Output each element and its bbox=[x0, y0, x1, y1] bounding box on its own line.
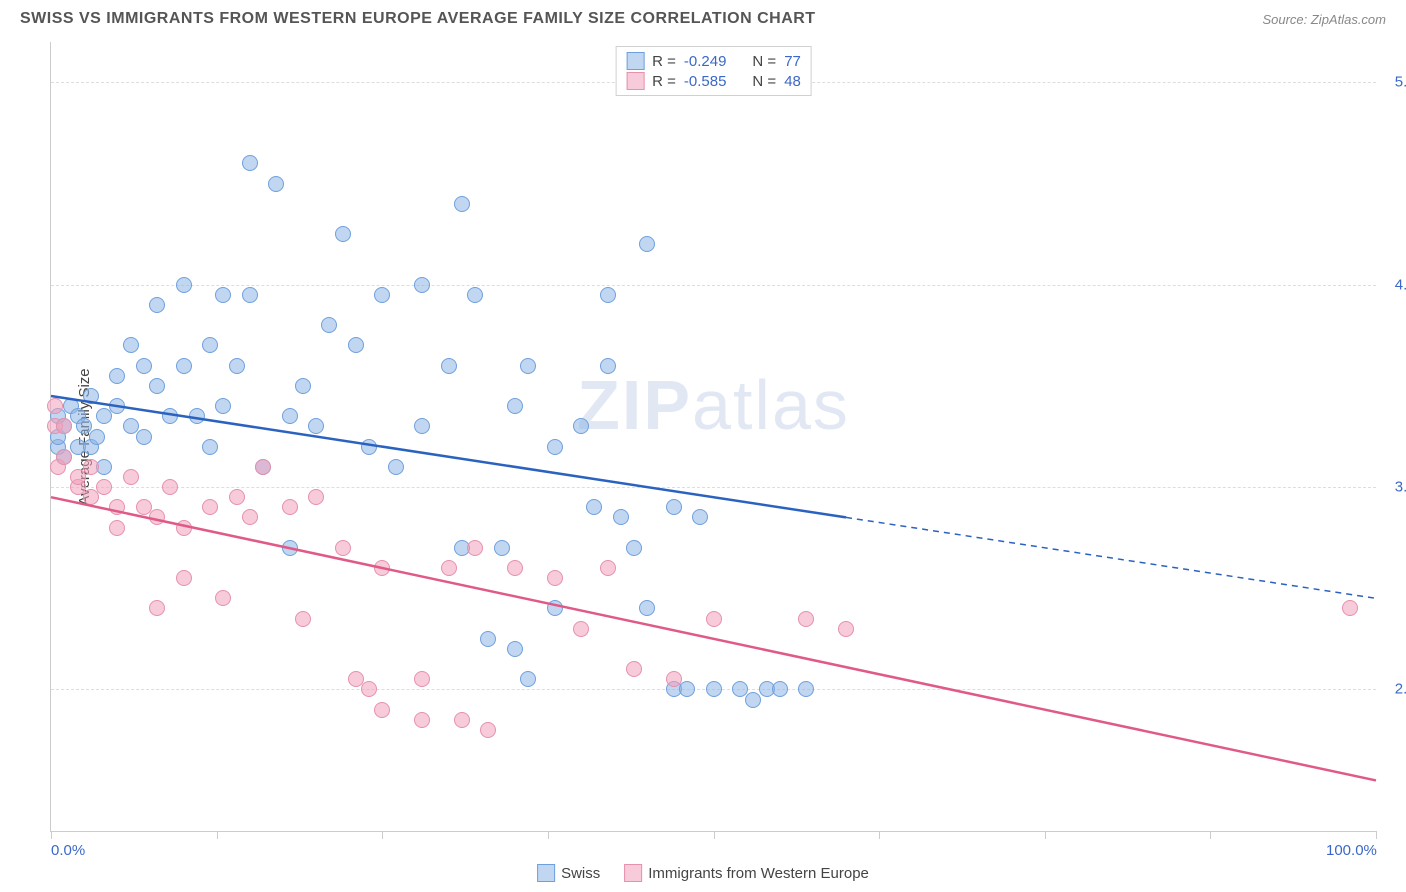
y-tick-label: 2.00 bbox=[1395, 681, 1406, 698]
r-label: R = bbox=[652, 53, 676, 70]
x-tick bbox=[1210, 831, 1211, 839]
x-tick bbox=[51, 831, 52, 839]
legend-swatch bbox=[626, 72, 644, 90]
n-value: 48 bbox=[784, 73, 801, 90]
correlation-legend: R = -0.249 N = 77 R = -0.585 N = 48 bbox=[615, 46, 812, 96]
legend-label: Swiss bbox=[561, 865, 600, 882]
chart-title: SWISS VS IMMIGRANTS FROM WESTERN EUROPE … bbox=[20, 10, 816, 28]
legend-swatch bbox=[624, 864, 642, 882]
y-tick-label: 4.00 bbox=[1395, 276, 1406, 293]
x-tick-label: 100.0% bbox=[1326, 842, 1377, 859]
legend-label: Immigrants from Western Europe bbox=[648, 865, 869, 882]
r-value: -0.585 bbox=[684, 73, 727, 90]
x-tick bbox=[1376, 831, 1377, 839]
scatter-chart: Average Family Size ZIPatlas R =-0.249N … bbox=[50, 42, 1376, 832]
legend-swatch bbox=[537, 864, 555, 882]
r-label: R = bbox=[652, 73, 676, 90]
chart-source: Source: ZipAtlas.com bbox=[1262, 12, 1386, 27]
n-label: N = bbox=[752, 73, 776, 90]
y-tick-label: 3.00 bbox=[1395, 479, 1406, 496]
chart-header: SWISS VS IMMIGRANTS FROM WESTERN EUROPE … bbox=[0, 0, 1406, 32]
x-tick-label: 0.0% bbox=[51, 842, 85, 859]
legend-row: R = -0.249 N = 77 bbox=[626, 51, 801, 71]
x-tick bbox=[1045, 831, 1046, 839]
y-tick-label: 5.00 bbox=[1395, 74, 1406, 91]
series-legend: Swiss Immigrants from Western Europe bbox=[537, 864, 869, 882]
n-label: N = bbox=[752, 53, 776, 70]
n-value: 77 bbox=[784, 53, 801, 70]
legend-swatch bbox=[626, 52, 644, 70]
x-tick bbox=[548, 831, 549, 839]
legend-item: Swiss bbox=[537, 864, 600, 882]
x-tick bbox=[382, 831, 383, 839]
legend-row: R = -0.585 N = 48 bbox=[626, 71, 801, 91]
x-tick bbox=[714, 831, 715, 839]
trend-lines bbox=[51, 42, 1376, 831]
x-tick bbox=[217, 831, 218, 839]
legend-item: Immigrants from Western Europe bbox=[624, 864, 869, 882]
x-tick bbox=[879, 831, 880, 839]
r-value: -0.249 bbox=[684, 53, 727, 70]
